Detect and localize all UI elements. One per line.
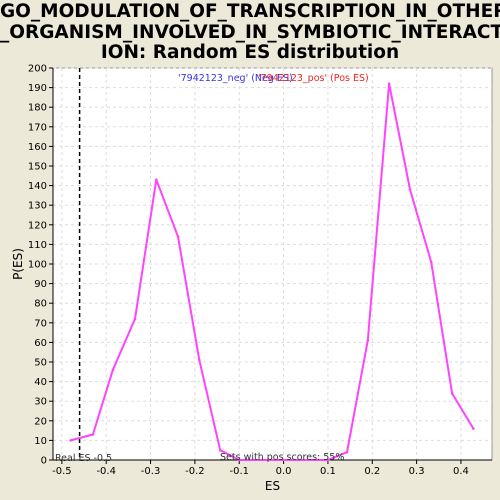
series-point xyxy=(408,188,412,191)
series-point xyxy=(133,317,137,321)
y-tick-label: 180 xyxy=(28,103,47,114)
series-point xyxy=(218,448,222,452)
series-point xyxy=(111,368,115,372)
series-point xyxy=(198,358,201,362)
series-point xyxy=(91,433,95,436)
y-tick-label: 150 xyxy=(28,162,47,173)
y-tick-label: 0 xyxy=(41,456,47,467)
series-layer xyxy=(69,82,475,462)
y-tick-label: 70 xyxy=(34,318,47,329)
y-tick-label: 140 xyxy=(28,181,47,192)
y-tick-label: 20 xyxy=(34,416,47,427)
x-tick-label: 0.2 xyxy=(364,466,380,477)
axes: 0 10 20 30 40 50 60 70 80 90 100 110 120 130 140 150 160… xyxy=(28,64,492,477)
y-tick-label: 160 xyxy=(28,142,47,153)
series-point xyxy=(345,450,349,454)
y-tick-label: 10 xyxy=(34,436,47,447)
y-tick-label: 80 xyxy=(34,299,47,310)
y-tick-label: 100 xyxy=(28,260,47,271)
series-point xyxy=(429,260,433,264)
series-point xyxy=(155,178,158,182)
x-tick-label: 0.1 xyxy=(320,466,336,477)
y-tick-label: 60 xyxy=(34,338,47,349)
footnote: Sets with pos scores: 55% xyxy=(220,452,344,463)
y-tick-label: 130 xyxy=(28,201,47,212)
series-point xyxy=(366,339,370,342)
series-point xyxy=(472,427,475,430)
series-point xyxy=(237,458,241,462)
x-tick-label: 0.0 xyxy=(276,466,292,477)
y-tick-label: 170 xyxy=(28,122,47,133)
y-tick-label: 120 xyxy=(28,220,47,231)
series-point xyxy=(176,235,180,238)
y-tick-label: 50 xyxy=(34,358,47,369)
y-tick-label: 90 xyxy=(34,279,47,290)
x-tick-label: -0.2 xyxy=(185,466,205,477)
x-tick-label: -0.1 xyxy=(229,466,249,477)
y-tick-label: 40 xyxy=(34,377,47,388)
chart-title: GO_MODULATION_OF_TRANSCRIPTION_IN_OTHER … xyxy=(0,1,500,63)
y-tick-label: 200 xyxy=(28,64,47,75)
x-tick-label: -0.3 xyxy=(141,466,161,477)
series-point xyxy=(387,82,391,85)
x-tick-label: -0.4 xyxy=(96,466,116,477)
y-tick-label: 110 xyxy=(28,240,47,251)
y-tick-label: 190 xyxy=(28,83,47,94)
series-point xyxy=(69,439,73,442)
series-point xyxy=(450,392,454,395)
x-axis-title: ES xyxy=(265,479,280,493)
series-point xyxy=(326,458,330,462)
legend-neg-label: '7942123_neg' (Neg ES) xyxy=(178,73,293,84)
x-tick-label: 0.4 xyxy=(453,466,469,477)
legend-pos-label: '7942123_pos' (Pos ES) xyxy=(258,73,369,84)
y-tick-label: 30 xyxy=(34,397,47,408)
x-tick-label: -0.5 xyxy=(52,466,72,477)
real-es-label: Real ES -0.5 xyxy=(55,453,112,464)
y-axis-title: P(ES) xyxy=(11,248,25,280)
x-tick-label: 0.3 xyxy=(409,466,425,477)
